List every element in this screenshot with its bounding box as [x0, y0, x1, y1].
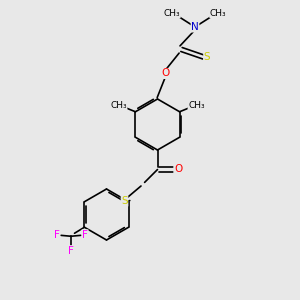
Text: CH₃: CH₃: [188, 101, 205, 110]
Text: N: N: [191, 22, 199, 32]
Text: CH₃: CH₃: [110, 101, 127, 110]
Text: F: F: [82, 230, 88, 240]
Text: CH₃: CH₃: [210, 9, 226, 18]
Text: S: S: [204, 52, 210, 62]
Text: S: S: [121, 196, 128, 206]
Text: CH₃: CH₃: [164, 9, 180, 18]
Text: F: F: [54, 230, 60, 240]
Text: O: O: [174, 164, 182, 175]
Text: O: O: [161, 68, 169, 79]
Text: F: F: [68, 246, 74, 256]
